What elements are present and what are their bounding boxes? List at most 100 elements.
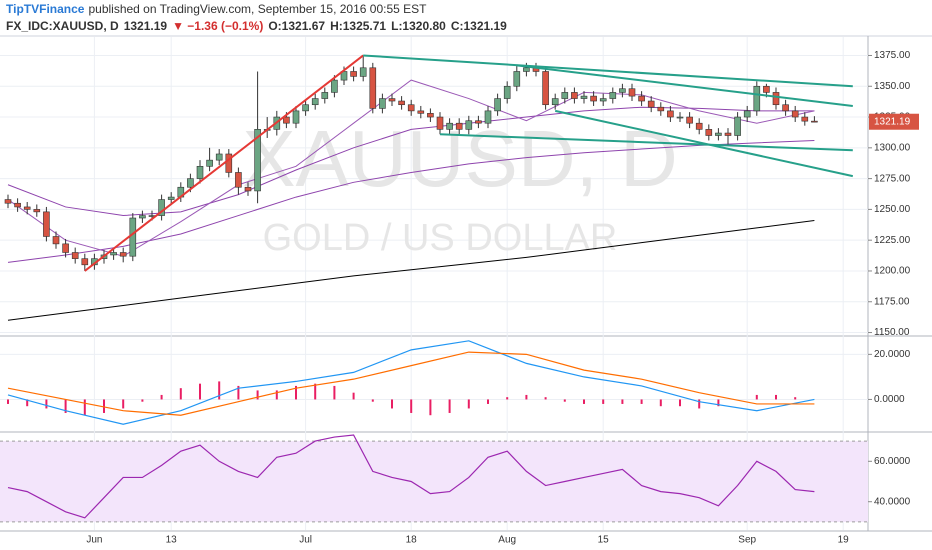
x-tick-label: 13 bbox=[166, 535, 178, 546]
candle-body bbox=[187, 178, 194, 188]
trendline bbox=[516, 64, 853, 107]
candle-body bbox=[753, 85, 761, 112]
y-tick-label: 40.0000 bbox=[874, 496, 911, 507]
x-tick-label: 15 bbox=[598, 535, 610, 546]
ohlc: L:1320.80 bbox=[391, 19, 446, 33]
candle-body bbox=[398, 100, 405, 106]
candle-body bbox=[158, 199, 165, 216]
author: TipTVFinance bbox=[6, 2, 85, 16]
candle-body bbox=[724, 132, 732, 136]
x-tick-label: Jun bbox=[86, 535, 102, 546]
y-tick-label: 1200.00 bbox=[874, 266, 911, 277]
candle-body bbox=[23, 206, 31, 210]
trendline bbox=[363, 54, 853, 88]
y-tick-label: 1375.00 bbox=[874, 50, 911, 61]
candle-body bbox=[609, 92, 617, 99]
candle-body bbox=[763, 85, 770, 93]
candle-body bbox=[686, 116, 693, 124]
candle-body bbox=[235, 172, 242, 188]
candle-body bbox=[167, 196, 175, 200]
y-tick-label: 1175.00 bbox=[874, 296, 910, 307]
candle-body bbox=[503, 85, 511, 99]
x-tick-label: Jul bbox=[299, 535, 312, 546]
candle-body bbox=[628, 88, 636, 97]
change: ▼ −1.36 (−0.1%) bbox=[172, 19, 263, 33]
candle-body bbox=[379, 98, 386, 109]
line bbox=[7, 219, 815, 321]
candle-body bbox=[52, 236, 60, 245]
candle-body bbox=[619, 88, 626, 93]
candle-body bbox=[196, 165, 204, 179]
trendline bbox=[84, 54, 364, 272]
price-tag-label: 1321.19 bbox=[874, 116, 911, 127]
candle-body bbox=[465, 120, 473, 130]
last-price: 1321.19 bbox=[124, 19, 168, 33]
y-tick-label: 1150.00 bbox=[874, 327, 910, 338]
candle-body bbox=[331, 79, 338, 93]
y-tick-label: 1250.00 bbox=[874, 204, 911, 215]
x-tick-label: 19 bbox=[838, 535, 850, 546]
candle-body bbox=[321, 92, 329, 99]
candle-body bbox=[369, 67, 377, 109]
candle-body bbox=[33, 209, 41, 213]
candle-body bbox=[350, 71, 357, 77]
candle-body bbox=[494, 98, 501, 112]
candle-body bbox=[110, 252, 117, 256]
trendline bbox=[554, 109, 854, 178]
candle-body bbox=[4, 199, 12, 204]
price-tag bbox=[869, 113, 919, 130]
candle-body bbox=[311, 98, 319, 106]
candle-body bbox=[455, 122, 463, 130]
candle-body bbox=[119, 252, 127, 257]
header-line: TipTVFinance published on TradingView.com… bbox=[6, 2, 427, 16]
candle-body bbox=[292, 110, 300, 124]
candle-body bbox=[542, 71, 549, 106]
candle-body bbox=[791, 110, 799, 118]
candle-body bbox=[139, 215, 146, 219]
candle-body bbox=[695, 122, 703, 130]
candle-body bbox=[254, 129, 261, 192]
candle-body bbox=[523, 67, 530, 72]
header: TipTVFinance published on TradingView.com… bbox=[6, 2, 507, 33]
candle-body bbox=[513, 71, 521, 87]
candle-body bbox=[561, 92, 569, 99]
candle-body bbox=[551, 98, 559, 106]
candle-body bbox=[734, 116, 741, 136]
candle-body bbox=[407, 104, 415, 112]
candle-body bbox=[811, 120, 818, 123]
line bbox=[7, 139, 815, 263]
x-tick-label: 18 bbox=[406, 535, 418, 546]
candle-body bbox=[206, 159, 213, 167]
symbol: FX_IDC:XAUUSD, D bbox=[6, 19, 119, 33]
candle-body bbox=[359, 67, 367, 77]
candle-body bbox=[590, 95, 597, 102]
ohlc: O:1321.67 bbox=[268, 19, 325, 33]
y-tick-label: 0.0000 bbox=[874, 394, 905, 405]
candle-body bbox=[427, 113, 434, 118]
candle-body bbox=[782, 104, 789, 112]
candle-body bbox=[638, 95, 645, 102]
candle-body bbox=[772, 92, 780, 106]
band-fill bbox=[0, 441, 868, 522]
watermark-text: GOLD / US DOLLAR bbox=[263, 217, 618, 259]
y-tick-label: 1225.00 bbox=[874, 235, 911, 246]
x-tick-label: Aug bbox=[498, 535, 516, 546]
y-tick-label: 1300.00 bbox=[874, 142, 911, 153]
trendline bbox=[439, 133, 853, 152]
line bbox=[7, 351, 815, 416]
candle-body bbox=[475, 120, 482, 124]
candle-body bbox=[71, 252, 79, 259]
candle-body bbox=[571, 92, 578, 99]
candle-body bbox=[43, 211, 50, 237]
line bbox=[7, 340, 815, 425]
line bbox=[7, 434, 815, 519]
candle-body bbox=[801, 116, 809, 122]
candle-body bbox=[446, 122, 453, 130]
candle-body bbox=[705, 129, 713, 136]
candle-body bbox=[436, 116, 444, 130]
candle-body bbox=[388, 98, 396, 102]
candle-body bbox=[244, 186, 252, 192]
candle-body bbox=[81, 258, 89, 266]
